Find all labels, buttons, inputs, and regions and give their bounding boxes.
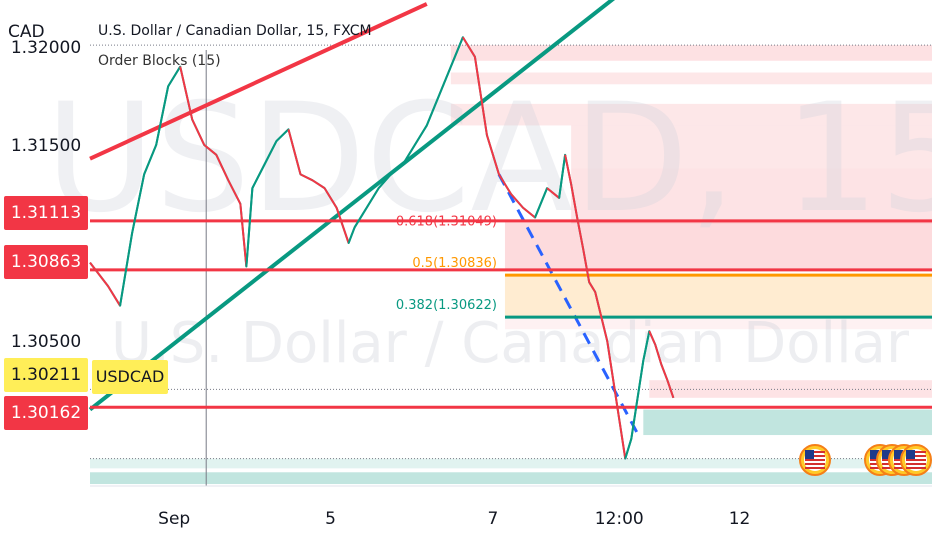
order-block-zone bbox=[504, 317, 932, 330]
order-block-zone bbox=[643, 409, 932, 436]
price-segment bbox=[594, 291, 609, 342]
price-segment bbox=[413, 124, 428, 146]
price-segment bbox=[473, 56, 482, 97]
price-segment bbox=[239, 203, 248, 267]
price-badge-current[interactable]: 1.30211 bbox=[4, 358, 88, 392]
price-segment bbox=[618, 419, 627, 459]
price-segment bbox=[377, 173, 392, 189]
us-flag-icon bbox=[900, 444, 932, 476]
price-segment bbox=[425, 95, 440, 126]
price-segment bbox=[479, 95, 488, 136]
us-flag-icon bbox=[799, 444, 831, 476]
price-segment bbox=[485, 134, 500, 175]
price-segment bbox=[660, 364, 669, 381]
drawn-line-0 bbox=[89, 2, 428, 161]
price-segment bbox=[648, 330, 657, 346]
price-segment bbox=[215, 154, 230, 181]
price-segment bbox=[245, 188, 254, 267]
order-block-zone bbox=[504, 275, 932, 318]
y-tick-label: 1.32000 bbox=[11, 38, 81, 58]
price-segment bbox=[437, 66, 452, 97]
price-segment bbox=[311, 179, 326, 189]
price-segment bbox=[107, 285, 121, 307]
price-segment bbox=[300, 173, 313, 182]
price-segment bbox=[251, 164, 266, 189]
price-segment bbox=[510, 193, 524, 209]
price-segment bbox=[624, 438, 633, 459]
price-segment bbox=[227, 179, 242, 205]
price-segment bbox=[558, 154, 567, 199]
price-segment bbox=[449, 36, 464, 68]
symbol-tag[interactable]: USDCAD bbox=[92, 360, 168, 394]
order-block-zone bbox=[450, 72, 932, 85]
chart-title[interactable]: U.S. Dollar / Canadian Dollar, 15, FXCM bbox=[98, 23, 372, 39]
x-tick-label: 12:00 bbox=[595, 509, 644, 529]
x-tick-label: 5 bbox=[325, 509, 336, 529]
order-block-zone bbox=[90, 458, 932, 469]
price-segment bbox=[353, 207, 368, 228]
price-segment bbox=[365, 187, 380, 209]
x-tick-label: Sep bbox=[158, 509, 190, 529]
fib-label-f618: 0.618(1.31049) bbox=[396, 214, 497, 229]
price-segment bbox=[642, 330, 651, 361]
price-segment bbox=[191, 119, 206, 146]
price-segment bbox=[588, 281, 597, 293]
price-segment bbox=[570, 184, 579, 218]
price-badge-level-1[interactable]: 1.31113 bbox=[4, 196, 88, 230]
price-segment bbox=[263, 140, 278, 166]
price-segment bbox=[119, 233, 134, 306]
indicator-label[interactable]: Order Blocks (15) bbox=[98, 53, 221, 69]
price-segment bbox=[287, 129, 302, 175]
price-segment bbox=[534, 187, 549, 218]
order-block-zone bbox=[571, 168, 932, 224]
order-block-zone bbox=[450, 103, 932, 126]
price-segment bbox=[401, 144, 416, 166]
price-segment bbox=[522, 206, 536, 219]
price-segment bbox=[654, 344, 663, 365]
price-segment bbox=[630, 399, 639, 440]
price-badge-level-3[interactable]: 1.30162 bbox=[4, 396, 88, 430]
price-segment bbox=[606, 340, 621, 420]
price-segment bbox=[335, 207, 350, 244]
price-segment bbox=[576, 217, 585, 250]
drawn-line-1 bbox=[88, 0, 616, 412]
price-segment bbox=[636, 360, 645, 400]
price-segment bbox=[155, 86, 170, 146]
price-segment bbox=[390, 163, 404, 176]
price-segment bbox=[498, 173, 512, 195]
watermark-name: U.S. Dollar / Canadian Dollar bbox=[111, 311, 910, 376]
price-segment bbox=[462, 36, 476, 58]
y-tick-label: 1.31500 bbox=[11, 136, 81, 156]
price-segment bbox=[582, 248, 591, 283]
price-segment bbox=[203, 144, 217, 156]
price-segment bbox=[666, 379, 675, 399]
x-tick-label: 12 bbox=[729, 509, 751, 529]
price-segment bbox=[323, 187, 338, 209]
price-segment bbox=[275, 128, 290, 142]
price-segment bbox=[546, 187, 560, 199]
order-block-zone bbox=[90, 472, 932, 485]
price-segment bbox=[131, 174, 146, 234]
price-segment bbox=[564, 154, 573, 185]
order-block-zone bbox=[504, 220, 932, 270]
x-tick-label: 7 bbox=[488, 509, 499, 529]
y-tick-label: 1.30500 bbox=[11, 332, 81, 352]
order-block-zone bbox=[571, 125, 932, 169]
price-segment bbox=[347, 226, 356, 244]
fib-label-f382: 0.382(1.30622) bbox=[396, 298, 497, 313]
price-segment bbox=[143, 144, 158, 175]
axis-currency: CAD bbox=[8, 22, 45, 42]
fib-label-f50: 0.5(1.30836) bbox=[412, 256, 497, 271]
price-segment bbox=[89, 261, 109, 287]
price-segment bbox=[179, 66, 194, 120]
order-block-zone bbox=[649, 380, 932, 398]
price-badge-level-2[interactable]: 1.30863 bbox=[4, 245, 88, 279]
order-block-zone bbox=[450, 45, 932, 61]
watermark-symbol: USDCAD, 15 bbox=[45, 72, 932, 246]
price-segment bbox=[167, 66, 182, 87]
